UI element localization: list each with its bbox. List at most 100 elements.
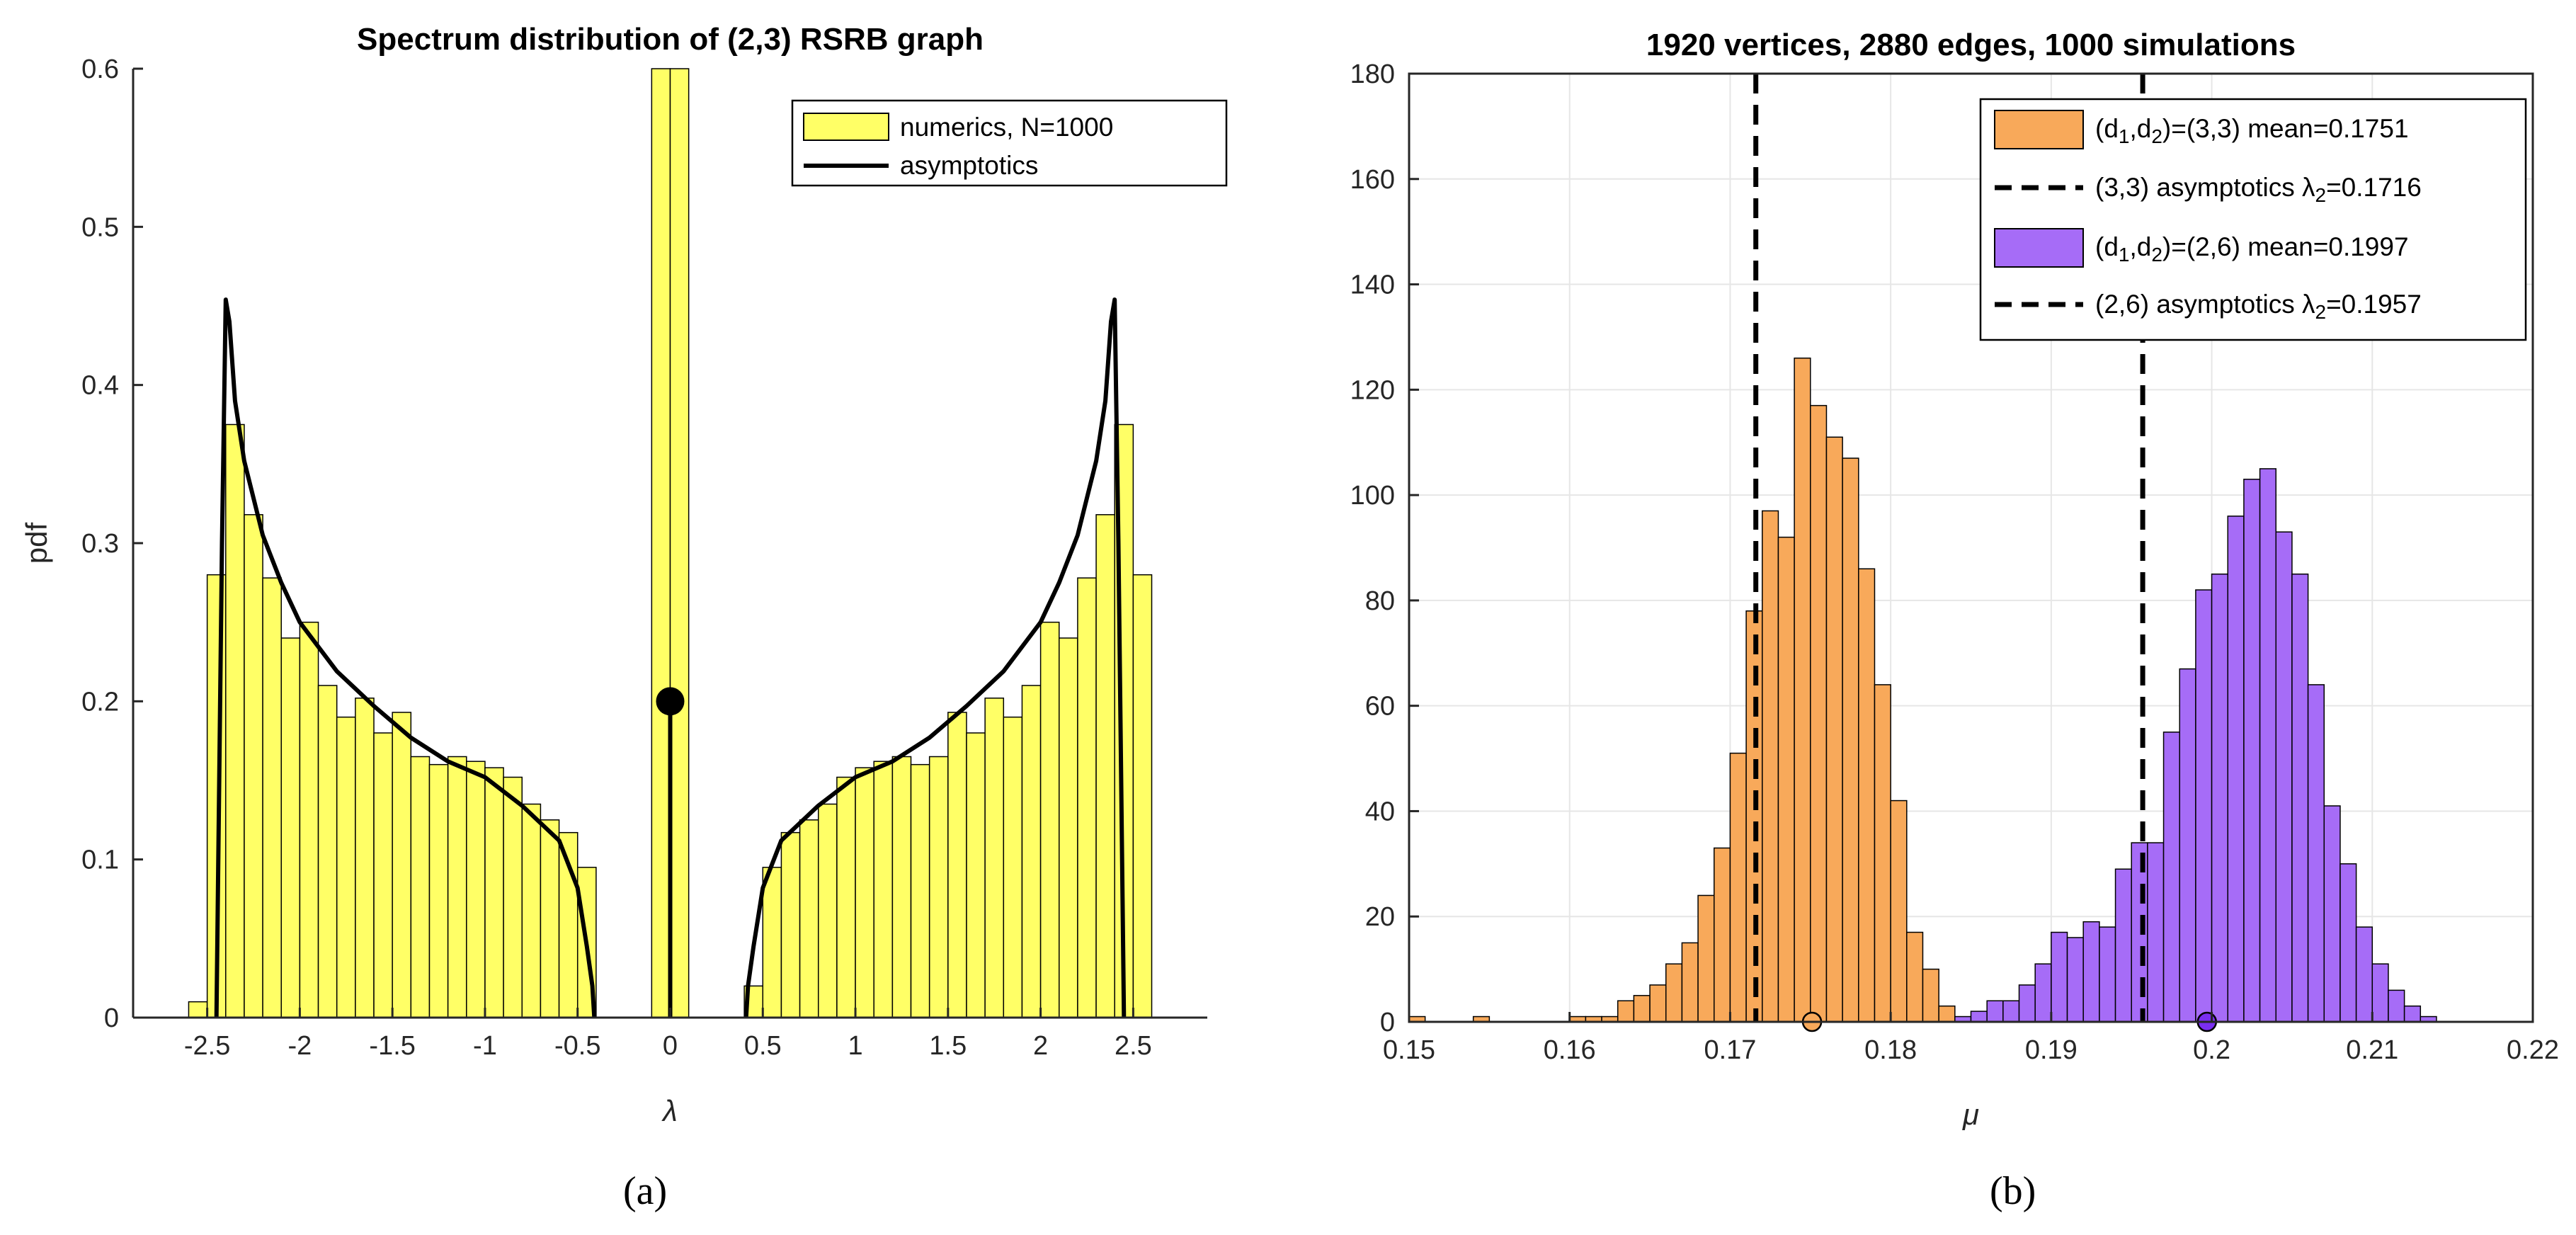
histogram-bar-26 (2195, 589, 2213, 1023)
histogram-bar-33 (1858, 568, 1876, 1023)
legend-label: (d1,d2)=(3,3) mean=0.1751 (2095, 114, 2409, 147)
histogram-bar (1021, 685, 1042, 1018)
histogram-bar-33 (1777, 536, 1795, 1023)
histogram-bar-33 (1714, 847, 1731, 1023)
histogram-bar-33 (1890, 799, 1908, 1023)
x-tick-label: -1 (473, 1031, 497, 1061)
histogram-bar-26 (2340, 863, 2357, 1023)
histogram-bar (651, 68, 671, 1018)
panel-b-title: 1920 vertices, 2880 edges, 1000 simulati… (1646, 28, 2296, 62)
y-tick-label: 20 (1365, 902, 1395, 932)
histogram-bar (1132, 574, 1153, 1018)
caption-a: (a) (623, 1169, 668, 1213)
y-tick-label: 160 (1350, 165, 1395, 195)
x-tick-label: -2 (287, 1031, 312, 1061)
histogram-bar (428, 763, 449, 1018)
histogram-bar-26 (2403, 1005, 2422, 1023)
legend-label-numerics: numerics, N=1000 (900, 113, 1113, 142)
histogram-bar (503, 776, 523, 1018)
histogram-bar (447, 756, 467, 1018)
histogram-bar (336, 716, 356, 1018)
x-tick-label: 0.2 (2193, 1035, 2230, 1065)
histogram-bar-33 (1810, 404, 1828, 1023)
y-tick-label: 100 (1350, 481, 1395, 511)
y-tick-label: 0.2 (81, 687, 119, 717)
histogram-bar-26 (2307, 684, 2325, 1023)
x-tick-label: 0.21 (2346, 1035, 2398, 1065)
histogram-bar-26 (2291, 573, 2309, 1023)
x-tick-label: 0 (663, 1031, 678, 1061)
histogram-bar (540, 819, 560, 1018)
histogram-bar-26 (2018, 984, 2036, 1023)
y-tick-label: 60 (1365, 692, 1395, 722)
histogram-bar (1039, 621, 1060, 1018)
histogram-bar (280, 637, 301, 1018)
histogram-bar (1059, 637, 1078, 1018)
y-tick-label: 120 (1350, 375, 1395, 405)
histogram-bar-33 (1825, 436, 1843, 1023)
legend-label: (d1,d2)=(2,6) mean=0.1997 (2095, 232, 2409, 266)
y-tick-label: 0.6 (81, 55, 119, 84)
histogram-bar-26 (2162, 732, 2180, 1023)
y-tick-label: 80 (1365, 586, 1395, 616)
y-tick-label: 40 (1365, 797, 1395, 826)
y-tick-label: 180 (1350, 59, 1395, 89)
histogram-bar-33 (1874, 684, 1891, 1023)
y-tick-label: 0.1 (81, 846, 119, 875)
histogram-bar-33 (1665, 963, 1683, 1023)
x-tick-label: 2.5 (1115, 1031, 1152, 1061)
histogram-bar-26 (1986, 1000, 2004, 1023)
y-tick-label: 0.4 (81, 371, 119, 401)
x-tick-label: 0.18 (1864, 1035, 1917, 1065)
x-tick-label: -1.5 (369, 1031, 415, 1061)
asymptotics-curve-right (743, 297, 1127, 1018)
y-tick-label: 0.5 (81, 212, 119, 242)
legend-label-asymptotics: asymptotics (900, 151, 1038, 180)
histogram-bar-33 (1794, 357, 1811, 1023)
histogram-bar (373, 732, 393, 1018)
y-tick-label: 0 (104, 1003, 119, 1033)
histogram-bar-33 (1649, 984, 1667, 1023)
histogram-bar-33 (1938, 1005, 1956, 1023)
histogram-bar (669, 68, 690, 1018)
histogram-bar-26 (2114, 868, 2132, 1023)
histogram-bar (855, 767, 874, 1018)
x-tick-label: -2.5 (184, 1031, 230, 1061)
histogram-bar-33 (1681, 942, 1699, 1023)
plot-frame (1408, 72, 2534, 1023)
x-tick-label: 0.22 (2507, 1035, 2559, 1065)
x-tick-label: 0.5 (744, 1031, 782, 1061)
legend-swatch-histogram (803, 113, 889, 141)
histogram-bar (466, 761, 486, 1018)
histogram-bar (966, 732, 986, 1018)
histogram-bar (355, 698, 375, 1018)
histogram-bar (410, 756, 431, 1018)
histogram-bar (836, 776, 856, 1018)
histogram-bar-33 (1906, 931, 1924, 1023)
histogram-bar-26 (2099, 926, 2116, 1023)
histogram-bar (225, 423, 245, 1018)
histogram-bar (984, 698, 1005, 1018)
panel-a: Spectrum distribution of (2,3) RSRB grap… (20, 22, 1228, 1127)
histogram-bar-26 (2323, 805, 2341, 1023)
histogram-bar-33 (1729, 752, 1747, 1023)
histogram-bar (891, 756, 912, 1018)
histogram-bar-26 (2275, 531, 2293, 1023)
x-tick-label: 2 (1033, 1031, 1048, 1061)
histogram-bar-26 (2179, 668, 2196, 1023)
x-tick-label: -0.5 (554, 1031, 600, 1061)
legend-swatch-26 (1994, 228, 2084, 268)
panel-b: 1920 vertices, 2880 edges, 1000 simulati… (1350, 28, 2559, 1131)
panel-a-title: Spectrum distribution of (2,3) RSRB grap… (357, 22, 984, 57)
x-tick-label: 1 (848, 1031, 862, 1061)
asymptotics-curve-left (214, 297, 597, 1018)
histogram-bar (947, 712, 967, 1018)
histogram-bar-33 (1762, 510, 1779, 1023)
y-tick-label: 0 (1380, 1008, 1395, 1037)
histogram-bar-33 (1617, 1000, 1635, 1023)
x-tick-label: 0.17 (1704, 1035, 1756, 1065)
histogram-bar (780, 831, 801, 1018)
caption-b: (b) (1990, 1169, 2036, 1213)
histogram-bar-26 (2388, 989, 2405, 1023)
